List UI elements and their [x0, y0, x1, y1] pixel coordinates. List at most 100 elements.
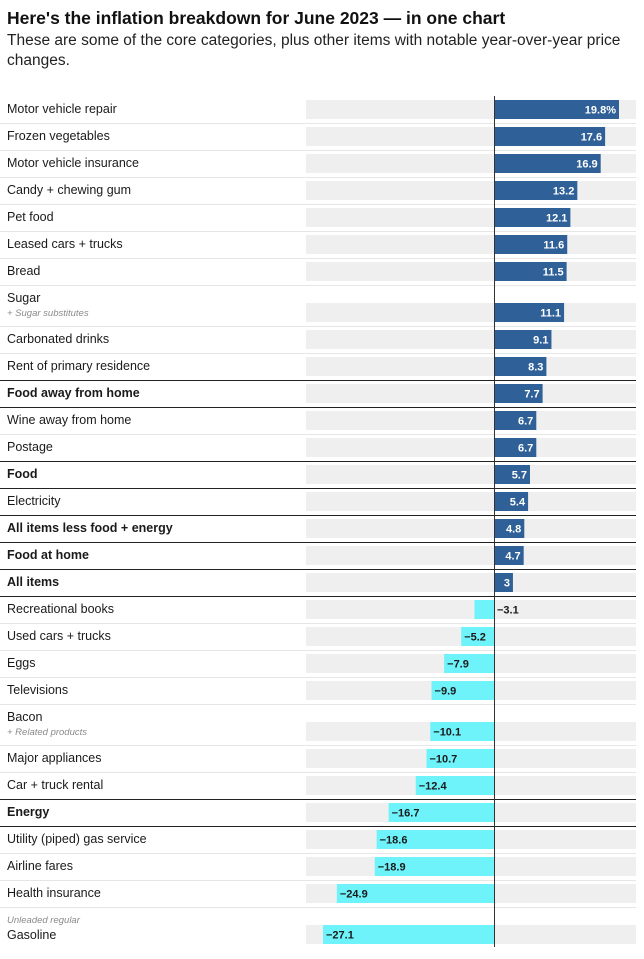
category-label: Motor vehicle insurance	[7, 156, 139, 170]
chart-row: −9.9 Televisions	[7, 681, 636, 700]
category-label: Leased cars + trucks	[7, 237, 123, 251]
category-label: Utility (piped) gas service	[7, 832, 147, 846]
value-label: −3.1	[497, 605, 519, 617]
value-label: 11.1	[540, 308, 561, 320]
chart-subtitle: These are some of the core categories, p…	[7, 32, 621, 69]
bar	[388, 803, 494, 822]
bar	[374, 857, 494, 876]
category-label: Food	[7, 467, 38, 481]
bar	[415, 776, 494, 795]
category-label: Pet food	[7, 210, 54, 224]
bar-track	[306, 438, 636, 457]
chart-row: 11.1 Sugar + Sugar substitutes	[7, 291, 636, 322]
chart-row: 6.7 Wine away from home	[7, 411, 636, 430]
bar-track	[306, 330, 636, 349]
category-label: Wine away from home	[7, 413, 131, 427]
value-label: 3	[504, 578, 510, 590]
category-label: All items less food + energy	[7, 521, 173, 535]
value-label: 6.7	[518, 443, 533, 455]
bar-track	[306, 357, 636, 376]
value-label: 17.6	[581, 132, 602, 144]
chart-row: −5.2 Used cars + trucks	[7, 627, 636, 646]
category-label: Energy	[7, 805, 49, 819]
bar	[444, 654, 494, 673]
bar	[494, 438, 537, 457]
bar-track	[306, 519, 636, 538]
bar	[494, 100, 619, 119]
category-label: Motor vehicle repair	[7, 102, 117, 116]
category-label: Eggs	[7, 656, 36, 670]
value-label: 7.7	[524, 389, 539, 401]
bar	[494, 519, 525, 538]
chart-row: 17.6 Frozen vegetables	[7, 127, 636, 146]
value-label: 6.7	[518, 416, 533, 428]
chart-row: 16.9 Motor vehicle insurance	[7, 154, 636, 173]
chart-row: 11.5 Bread	[7, 262, 636, 281]
bar	[494, 330, 552, 349]
value-label: 13.2	[553, 186, 574, 198]
bar-track	[306, 208, 636, 227]
bar	[494, 127, 606, 146]
chart-row: 11.6 Leased cars + trucks	[7, 235, 636, 254]
value-label: −7.9	[447, 659, 469, 671]
bar	[430, 722, 494, 741]
chart-row: 5.7 Food	[7, 465, 636, 484]
bar-track	[306, 492, 636, 511]
category-label: Bacon	[7, 710, 42, 724]
value-label: −10.1	[433, 727, 461, 739]
chart-row: 5.4 Electricity	[7, 492, 636, 511]
chart-row: −24.9 Health insurance	[7, 884, 636, 903]
bar	[426, 749, 494, 768]
bar-track	[306, 465, 636, 484]
chart-row: 12.1 Pet food	[7, 208, 636, 227]
chart-row: 7.7 Food away from home	[7, 384, 636, 403]
bar-track	[306, 411, 636, 430]
chart-row: −27.1 Unleaded regular Gasoline	[7, 915, 636, 944]
chart-row: −18.9 Airline fares	[7, 857, 636, 876]
bar	[494, 492, 529, 511]
category-label: Electricity	[7, 494, 61, 508]
category-label: Candy + chewing gum	[7, 183, 131, 197]
category-label: Airline fares	[7, 859, 73, 873]
bar	[336, 884, 494, 903]
bar	[431, 681, 494, 700]
bar-track	[306, 181, 636, 200]
bar-track	[306, 546, 636, 565]
category-sublabel: + Related products	[7, 727, 87, 738]
category-label: Sugar	[7, 291, 40, 305]
value-label: 8.3	[528, 362, 543, 374]
value-label: 16.9	[576, 159, 597, 171]
category-label: Car + truck rental	[7, 778, 103, 792]
value-label: 9.1	[533, 335, 548, 347]
bar	[494, 384, 543, 403]
category-label: Gasoline	[7, 928, 56, 942]
category-label: Major appliances	[7, 751, 102, 765]
bar	[494, 573, 513, 592]
value-label: −27.1	[326, 930, 354, 942]
value-label: −5.2	[464, 632, 486, 644]
value-label: −18.9	[378, 862, 406, 874]
chart-row: 3 All items	[7, 573, 636, 592]
bar-track	[306, 384, 636, 403]
value-label: −18.6	[380, 835, 408, 847]
category-label: Postage	[7, 440, 53, 454]
chart-row: 8.3 Rent of primary residence	[7, 357, 636, 376]
bar	[494, 465, 530, 484]
category-prelabel: Unleaded regular	[7, 915, 81, 926]
category-sublabel: + Sugar substitutes	[7, 308, 89, 319]
chart-row: −10.7 Major appliances	[7, 749, 636, 768]
value-label: −10.7	[429, 754, 457, 766]
value-label: 4.8	[506, 524, 521, 536]
bar	[474, 600, 494, 619]
category-label: All items	[7, 575, 59, 589]
value-label: −16.7	[392, 808, 420, 820]
bar	[494, 411, 537, 430]
bar	[494, 262, 567, 281]
bar-track	[306, 303, 636, 322]
category-label: Bread	[7, 264, 40, 278]
chart-row: −16.7 Energy	[7, 803, 636, 822]
category-label: Used cars + trucks	[7, 629, 111, 643]
chart-row: −3.1 Recreational books	[7, 600, 636, 619]
bar-track	[306, 600, 636, 619]
chart-row: −18.6 Utility (piped) gas service	[7, 830, 636, 849]
